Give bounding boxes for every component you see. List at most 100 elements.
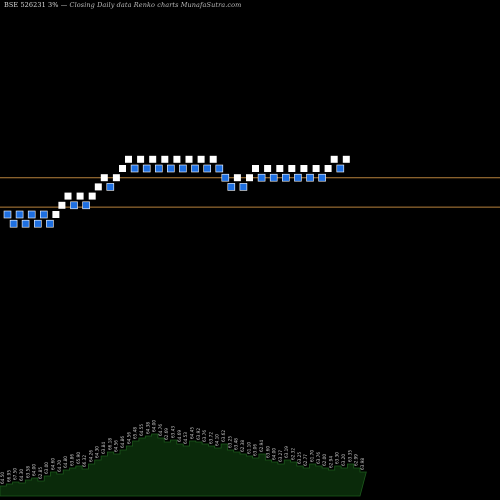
volume-label: 63.98 <box>360 458 365 470</box>
volume-label: 64.53 <box>183 432 188 444</box>
volume-label: 63.86 <box>70 454 75 466</box>
renko-brick-down <box>9 219 18 228</box>
volume-label: 62.94 <box>328 456 333 468</box>
volume-label: 62.99 <box>354 454 359 466</box>
volume-label: 63.76 <box>202 430 207 442</box>
renko-brick-down <box>3 210 12 219</box>
volume-label: 63.43 <box>171 426 176 438</box>
volume-label: 62.85 <box>38 467 43 479</box>
volume-label: 62.38 <box>240 440 245 452</box>
volume-label: 64.26 <box>88 450 93 462</box>
volume-label: 63.00 <box>44 462 49 474</box>
renko-brick-up <box>125 155 132 163</box>
renko-brick-up <box>209 155 217 163</box>
chart-title: BSE 526231 3% — Closing Daily data Renko… <box>4 1 241 9</box>
renko-brick-up <box>246 174 253 182</box>
volume-label: 64.69 <box>177 430 182 442</box>
volume-label: 65.90 <box>76 452 81 464</box>
volume-label: 64.38 <box>145 422 150 434</box>
renko-brick-up <box>94 183 102 191</box>
renko-brick-up <box>264 165 272 172</box>
renko-brick-down <box>221 173 230 182</box>
volume-label: 63.25 <box>297 452 302 464</box>
renko-brick-up <box>149 155 157 163</box>
renko-brick-up <box>112 174 120 182</box>
volume-label: 63.58 <box>25 466 30 478</box>
renko-brick-up <box>233 174 241 182</box>
volume-label: 63.19 <box>284 446 289 458</box>
renko-brick-down <box>269 173 278 182</box>
volume-label: 62.94 <box>259 440 264 452</box>
chart-title-ticker: BSE 526231 3% <box>4 1 59 9</box>
renko-brick-down <box>21 219 30 228</box>
renko-brick-down <box>257 173 266 182</box>
volume-label: 66.95 <box>6 470 11 482</box>
renko-brick-up <box>76 192 84 200</box>
volume-label: 62.00 <box>322 454 327 466</box>
renko-brick-up <box>137 155 145 163</box>
volume-label: 64.00 <box>32 464 37 476</box>
volume-label: 64.56 <box>114 440 119 452</box>
renko-brick-down <box>27 210 36 219</box>
renko-brick-up <box>185 155 193 163</box>
renko-brick-down <box>15 210 24 219</box>
volume-label: 64.00 <box>152 420 157 432</box>
renko-brick-up <box>58 201 66 209</box>
volume-label: 64.10 <box>215 434 220 446</box>
renko-brick-up <box>312 165 320 172</box>
volume-label: 61.10 <box>246 442 251 454</box>
renko-brick-up <box>197 155 205 163</box>
volume-label: 64.45 <box>190 427 195 439</box>
volume-label: 63.06 <box>253 444 258 456</box>
renko-brick-down <box>281 173 290 182</box>
renko-brick-up <box>342 155 350 163</box>
chart-title-arrow: — <box>60 1 68 9</box>
renko-brick-down <box>215 164 224 173</box>
renko-brick-up <box>100 174 108 182</box>
volume-label: 63.20 <box>341 454 346 466</box>
volume-label: 63.48 <box>234 438 239 450</box>
renko-brick-up <box>288 165 296 172</box>
renko-brick-up <box>119 165 126 172</box>
volume-label: 64.80 <box>63 456 68 468</box>
volume-label: 65.48 <box>133 427 138 439</box>
volume-label: 61.70 <box>310 450 315 462</box>
volume-label: 62.77 <box>303 454 308 466</box>
renko-brick-down <box>203 164 211 173</box>
renko-brick-up <box>52 211 60 218</box>
volume-label: 64.30 <box>19 469 24 481</box>
renko-brick-up <box>324 165 332 172</box>
renko-brick-down <box>167 164 175 173</box>
renko-brick-down <box>155 164 163 173</box>
renko-brick-down <box>39 210 48 219</box>
renko-brick-up <box>276 165 284 172</box>
renko-brick-down <box>294 173 302 182</box>
volume-label: 64.76 <box>158 424 163 436</box>
volume-label: 64.86 <box>120 436 125 448</box>
renko-brick-up <box>330 155 338 163</box>
renko-brick-up <box>173 155 181 163</box>
renko-brick-down <box>179 164 187 173</box>
renko-brick-up <box>64 192 72 200</box>
volume-label: 63.30 <box>335 452 340 464</box>
volume-label: 63.72 <box>208 432 213 444</box>
volume-label: 63.76 <box>316 452 321 464</box>
renko-brick-down <box>33 219 42 228</box>
volume-area <box>0 433 367 497</box>
renko-brick-down <box>239 183 248 191</box>
renko-brick-up <box>88 192 96 200</box>
volume-label: 63.60 <box>265 446 270 458</box>
volume-label: 63.35 <box>347 450 352 462</box>
renko-brick-down <box>336 164 345 173</box>
renko-brick-up <box>252 165 259 172</box>
volume-label: 64.60 <box>51 458 56 470</box>
renko-brick-down <box>227 183 236 191</box>
renko-brick-up <box>300 165 308 172</box>
renko-brick-down <box>130 164 139 173</box>
renko-brick-up <box>161 155 169 163</box>
renko-brick-down <box>318 173 326 182</box>
volume-label: 64.70 <box>57 460 62 472</box>
volume-label: 64.55 <box>139 424 144 436</box>
renko-brick-down <box>70 201 78 210</box>
